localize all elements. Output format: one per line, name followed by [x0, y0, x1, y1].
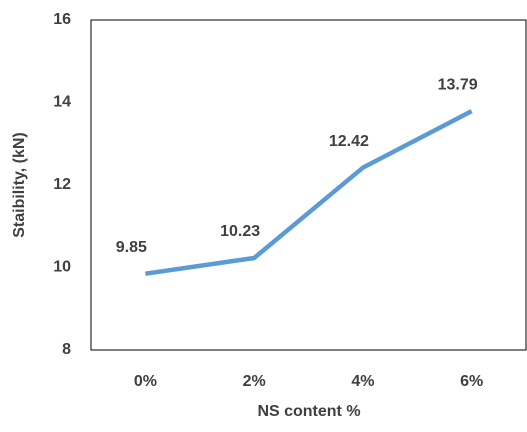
x-tick-label: 4% — [351, 373, 374, 390]
x-tick-label: 6% — [460, 373, 483, 390]
data-label: 13.79 — [438, 76, 478, 93]
y-tick-label: 12 — [53, 176, 71, 193]
plot-frame — [90, 19, 527, 351]
y-tick-label: 16 — [53, 11, 71, 28]
y-tick-label: 8 — [62, 341, 71, 358]
x-tick-label: 0% — [134, 373, 157, 390]
y-tick-label: 10 — [53, 259, 71, 276]
data-line — [145, 109, 473, 276]
data-label: 10.23 — [220, 223, 260, 240]
data-label: 9.85 — [116, 239, 147, 256]
x-axis-label: NS content % — [257, 403, 360, 420]
y-axis-label: Staibility, (kN) — [11, 132, 28, 238]
y-tick-label: 14 — [53, 94, 71, 111]
data-label: 12.42 — [329, 133, 369, 150]
x-tick-label: 2% — [243, 373, 266, 390]
